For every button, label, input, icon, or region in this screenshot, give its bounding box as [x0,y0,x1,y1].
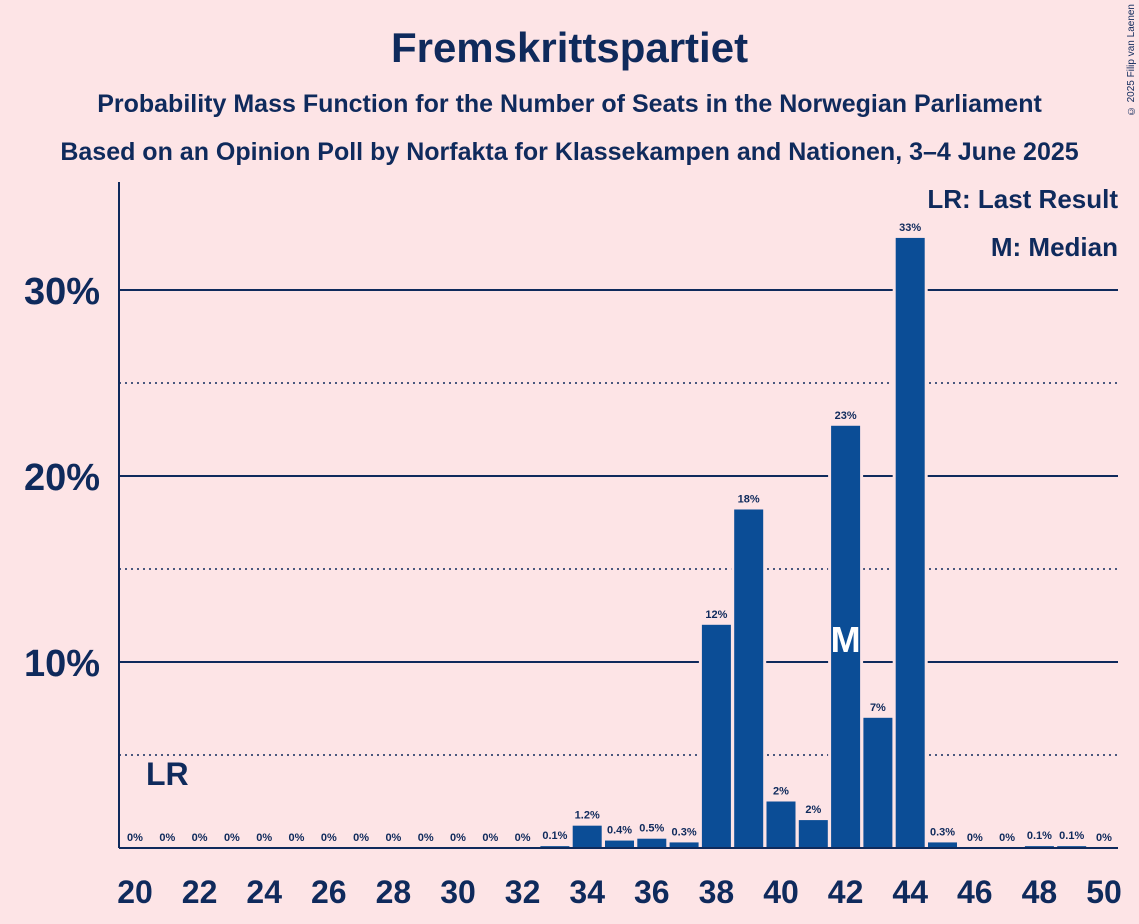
data-label-seat-38: 12% [705,609,727,621]
bar-seat-43 [863,717,893,848]
data-label-seat-24: 0% [256,832,272,844]
data-label-seat-23: 0% [224,832,240,844]
x-tick-label: 26 [311,874,347,910]
data-label-seat-30: 0% [450,832,466,844]
x-tick-label: 28 [376,874,412,910]
data-label-seat-20: 0% [127,832,143,844]
data-label-seat-22: 0% [192,832,208,844]
data-label-seat-26: 0% [321,832,337,844]
bar-seat-38 [701,624,731,848]
bar-seat-40 [766,801,796,848]
x-tick-label: 50 [1086,874,1122,910]
data-label-seat-36: 0.5% [639,823,664,835]
data-label-seat-33: 0.1% [542,830,567,842]
bar-gap [1054,820,1090,848]
data-label-seat-37: 0.3% [672,826,697,838]
last-result-marker: LR [146,756,189,792]
chart-title: Fremskrittspartiet [390,24,749,71]
bar-seat-39 [734,509,764,848]
y-tick-label: 20% [24,457,100,499]
bar-gap [1021,820,1057,848]
data-label-seat-29: 0% [418,832,434,844]
x-tick-label: 36 [634,874,670,910]
x-tick-label: 30 [440,874,476,910]
data-label-seat-28: 0% [385,832,401,844]
data-label-seat-44: 33% [899,222,921,234]
data-label-seat-40: 2% [773,786,789,798]
data-label-seat-35: 0.4% [607,825,632,837]
data-label-seat-39: 18% [738,493,760,505]
x-tick-label: 44 [892,874,928,910]
data-label-seat-32: 0% [515,832,531,844]
data-label-seat-47: 0% [999,832,1015,844]
bar-seat-37 [669,842,699,848]
data-label-seat-45: 0.3% [930,826,955,838]
data-label-seat-31: 0% [482,832,498,844]
data-label-seat-21: 0% [159,832,175,844]
data-label-seat-46: 0% [967,832,983,844]
x-tick-label: 46 [957,874,993,910]
x-tick-label: 42 [828,874,864,910]
data-label-seat-50: 0% [1096,832,1112,844]
legend-last-result: LR: Last Result [927,184,1118,214]
data-label-seat-25: 0% [289,832,305,844]
x-tick-label: 20 [117,874,153,910]
chart-source: Based on an Opinion Poll by Norfakta for… [60,138,1079,166]
data-label-seat-27: 0% [353,832,369,844]
data-label-seat-34: 1.2% [575,810,600,822]
bar-seat-34 [572,825,602,848]
x-tick-label: 38 [699,874,735,910]
x-tick-label: 22 [182,874,218,910]
bar-seat-44 [895,237,925,849]
data-label-seat-49: 0.1% [1059,830,1084,842]
y-tick-label: 30% [24,271,100,313]
y-tick-label: 10% [24,643,100,685]
bar-seat-45 [928,842,957,848]
legend-median: M: Median [990,232,1118,262]
x-tick-label: 40 [763,874,799,910]
bar-seat-36 [637,838,667,848]
data-label-seat-41: 2% [805,804,821,816]
x-tick-label: 32 [505,874,541,910]
bar-seat-41 [798,820,828,848]
x-tick-label: 48 [1022,874,1058,910]
bar-seat-42 [831,425,861,848]
data-label-seat-43: 7% [870,702,886,714]
x-tick-label: 24 [246,874,282,910]
bar-seat-35 [605,840,634,848]
median-marker: M [831,619,861,660]
chart-subtitle: Probability Mass Function for the Number… [97,90,1042,118]
data-label-seat-48: 0.1% [1027,830,1052,842]
x-tick-label: 34 [569,874,605,910]
data-label-seat-42: 23% [835,410,857,422]
bar-gap [537,820,573,848]
